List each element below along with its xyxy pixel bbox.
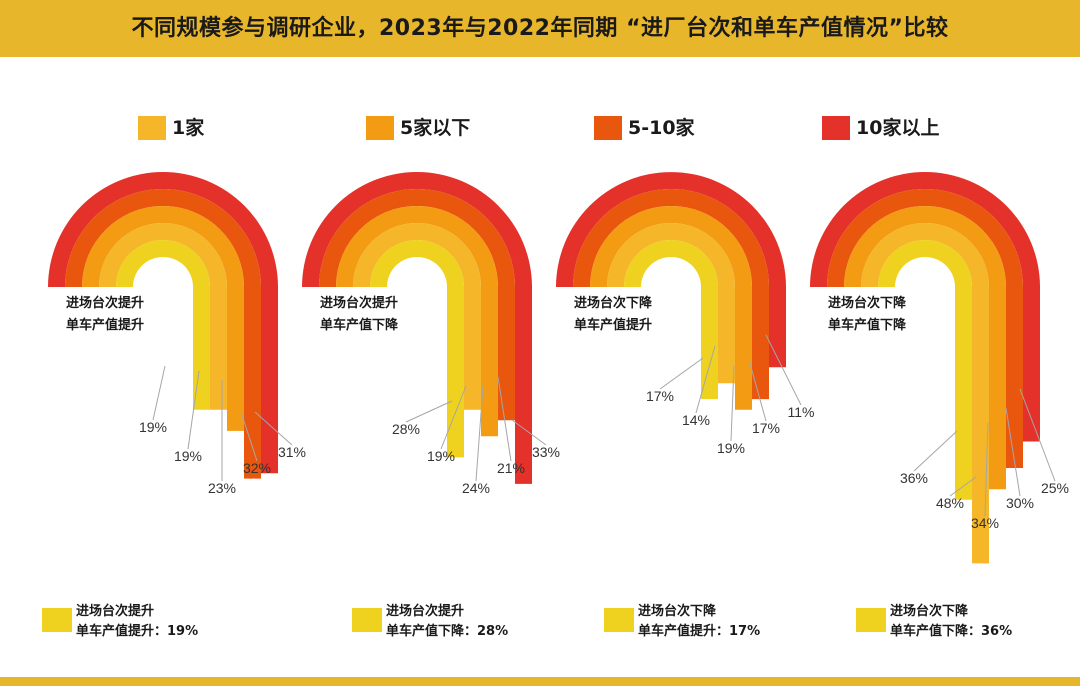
panel-2-band-1家 xyxy=(353,223,481,410)
legend-swatch-3 xyxy=(594,116,622,140)
panel-3-value-label-3: 17% xyxy=(752,420,780,436)
panel-3-value-label-4: 11% xyxy=(788,404,815,420)
note-2-line2: 单车产值下降：28% xyxy=(386,624,509,639)
legend-swatch-4 xyxy=(822,116,850,140)
note-text-1: 进场台次提升 单车产值提升：19% xyxy=(76,602,198,642)
note-1-line1: 进场台次提升 xyxy=(76,604,155,619)
panel-2-band-inner xyxy=(370,240,464,458)
panel-1-line1: 进场台次提升 xyxy=(66,296,145,311)
panel-4-rainbow: 36% 48% 34% 30% 25% xyxy=(810,172,1069,564)
panel-3-leader-1 xyxy=(695,345,716,414)
panel-4-leader-1 xyxy=(949,476,977,497)
panel-4-band-1家 xyxy=(861,223,989,564)
note-text-3: 进场台次下降 单车产值提升：17% xyxy=(638,602,760,642)
chart-title: 不同规模参与调研企业，2023年与2022年同期 “进厂台次和单车产值情况”比较 xyxy=(131,16,949,41)
panel-3-value-label-2: 19% xyxy=(717,440,745,456)
note-3-line2: 单车产值提升：17% xyxy=(638,624,761,639)
note-2-line1: 进场台次提升 xyxy=(386,604,465,619)
note-swatch-2 xyxy=(352,608,382,632)
panel-4-line1: 进场台次下降 xyxy=(828,296,907,311)
note-4-line2: 单车产值下降：36% xyxy=(890,624,1013,639)
panel-4-value-label-2: 34% xyxy=(971,515,999,531)
note-4-line1: 进场台次下降 xyxy=(890,604,969,619)
panel-1-value-label-3: 32% xyxy=(243,460,271,476)
panel-1-value-label-2: 23% xyxy=(208,480,236,496)
panel-2-line1: 进场台次提升 xyxy=(320,296,399,311)
panel-1-leader-3 xyxy=(240,411,258,462)
panel-3-leader-3 xyxy=(748,359,767,422)
panel-3-line2: 单车产值提升 xyxy=(574,318,653,333)
panel-2-leader-0 xyxy=(405,400,453,423)
panel-2-line2: 单车产值下降 xyxy=(320,318,399,333)
panel-1-band-5家以下 xyxy=(82,206,244,431)
panel-4-band-inner xyxy=(878,240,972,500)
panel-3-leader-4 xyxy=(765,334,802,406)
panel-2-rainbow: 28% 19% 24% 21% 33% xyxy=(302,172,560,496)
rainbow-chart: 19%19%23%32%31%28%19%24%21%33%17%14%19%1… xyxy=(48,172,1069,564)
panel-1-leader-4 xyxy=(254,411,293,446)
panel-1-line2: 单车产值提升 xyxy=(66,318,145,333)
legend-label-1: 1家 xyxy=(172,117,205,139)
note-1-line2: 单车产值提升：19% xyxy=(76,624,199,639)
title-bar xyxy=(0,0,1080,57)
panel-2-value-label-3: 21% xyxy=(497,460,525,476)
panel-3-band-1家 xyxy=(607,223,735,384)
bottom-bar xyxy=(0,677,1080,686)
panel-3-value-label-1: 14% xyxy=(682,412,710,428)
legend-swatch-1 xyxy=(138,116,166,140)
panel-4-leader-0 xyxy=(913,430,958,472)
panel-2-leader-4 xyxy=(511,419,547,446)
panel-4-value-label-4: 25% xyxy=(1041,480,1069,496)
legend-label-4: 10家以上 xyxy=(856,117,940,139)
panel-4-value-label-1: 48% xyxy=(936,495,964,511)
note-swatch-3 xyxy=(604,608,634,632)
panel-1-leader-1 xyxy=(187,370,200,450)
panel-2-label: 进场台次提升 单车产值下降 xyxy=(320,293,398,337)
panel-2-value-label-4: 33% xyxy=(532,444,560,460)
note-text-4: 进场台次下降 单车产值下降：36% xyxy=(890,602,1012,642)
panel-1-band-inner xyxy=(116,240,210,410)
panel-1-leader-0 xyxy=(152,365,166,421)
note-3-line1: 进场台次下降 xyxy=(638,604,717,619)
panel-4-line2: 单车产值下降 xyxy=(828,318,907,333)
panel-1-rainbow: 19% 19% 23% 32% 31% xyxy=(48,172,306,496)
panel-4-leader-3 xyxy=(1005,407,1021,497)
panel-3-value-label-0: 17% xyxy=(646,388,674,404)
panel-2-band-5家以下 xyxy=(336,206,498,437)
panel-4-value-label-3: 30% xyxy=(1006,495,1034,511)
panel-2-value-label-2: 24% xyxy=(462,480,490,496)
panel-2-value-label-1: 19% xyxy=(427,448,455,464)
panel-2-leader-3 xyxy=(497,376,512,462)
panel-3-band-5家以下 xyxy=(590,206,752,410)
panel-3-rainbow: 17% 14% 19% 17% 11% xyxy=(556,172,814,456)
panel-2-value-label-0: 28% xyxy=(392,421,420,437)
note-swatch-1 xyxy=(42,608,72,632)
panel-4-leader-4 xyxy=(1019,388,1056,482)
panel-3-leader-2 xyxy=(730,365,735,442)
note-text-2: 进场台次提升 单车产值下降：28% xyxy=(386,602,508,642)
panel-2-leader-1 xyxy=(440,385,467,450)
legend-label-3: 5-10家 xyxy=(628,117,695,139)
panel-1-value-label-4: 31% xyxy=(278,444,306,460)
panel-4-leader-2 xyxy=(984,422,989,517)
panel-3-line1: 进场台次下降 xyxy=(574,296,653,311)
legend-swatch-2 xyxy=(366,116,394,140)
panel-4-value-label-0: 36% xyxy=(900,470,928,486)
panel-2-leader-2 xyxy=(475,385,484,482)
panel-3-band-inner xyxy=(624,240,718,400)
panel-1-band-1家 xyxy=(99,223,227,410)
panel-3-label: 进场台次下降 单车产值提升 xyxy=(574,293,652,337)
panel-4-band-5家以下 xyxy=(844,206,1006,490)
panel-3-leader-0 xyxy=(659,357,704,390)
panel-1-value-label-1: 19% xyxy=(174,448,202,464)
note-swatch-4 xyxy=(856,608,886,632)
panel-4-label: 进场台次下降 单车产值下降 xyxy=(828,293,906,337)
legend-label-2: 5家以下 xyxy=(400,117,471,139)
panel-1-label: 进场台次提升 单车产值提升 xyxy=(66,293,144,337)
panel-1-value-label-0: 19% xyxy=(139,419,167,435)
